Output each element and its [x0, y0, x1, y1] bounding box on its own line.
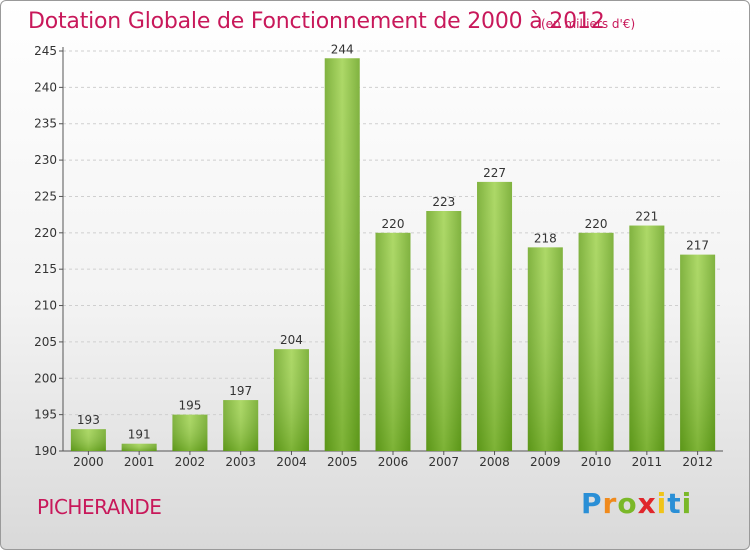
value-label: 204 — [280, 333, 303, 347]
value-label: 221 — [635, 210, 658, 224]
bar-2008 — [477, 181, 513, 451]
bar-shade — [172, 414, 208, 451]
x-tick-labels: 2000 2001 2002 2003 2004 2005 2006 2007 2008 2009… — [73, 455, 713, 469]
chart-title: Dotation Globale de Fonctionnement de 20… — [28, 9, 605, 34]
value-label: 195 — [178, 399, 201, 413]
y-tick-label: 195 — [34, 408, 57, 422]
x-tick-label: 2008 — [479, 455, 510, 469]
bar-2006 — [375, 232, 411, 451]
logo-letter: o — [617, 487, 638, 520]
y-tick-label: 205 — [34, 335, 57, 349]
y-tick-label: 220 — [34, 226, 57, 240]
x-tick-label: 2000 — [73, 455, 104, 469]
logo-letter: i — [681, 487, 693, 520]
x-tick-label: 2012 — [682, 455, 713, 469]
bar-shade — [375, 232, 411, 451]
bar-shade — [527, 247, 563, 451]
logo-letter: t — [667, 487, 682, 520]
bar-shade — [223, 400, 259, 451]
bar-2001 — [121, 443, 157, 451]
y-tick-label: 210 — [34, 299, 57, 313]
logo-letter: x — [637, 487, 657, 520]
x-tick-label: 2004 — [276, 455, 307, 469]
bar-2005 — [324, 58, 360, 451]
bar-shade — [629, 225, 665, 451]
logo-letter: P — [581, 487, 603, 520]
x-tick-label: 2006 — [378, 455, 409, 469]
bar-shade — [121, 443, 157, 451]
bar-2002 — [172, 414, 208, 451]
y-tick-label: 200 — [34, 371, 57, 385]
value-label: 220 — [382, 217, 405, 231]
bar-shade — [426, 211, 462, 451]
logo-letter: i — [656, 487, 668, 520]
bar-2012 — [680, 254, 716, 451]
bar-2009 — [527, 247, 563, 451]
bar-shade — [273, 349, 309, 451]
municipality-name: PICHERANDE — [37, 495, 162, 519]
value-labels: 193 191 195 197 204 244 220 223 227 218 220 221 217 — [77, 42, 709, 441]
y-tick-label: 225 — [34, 189, 57, 203]
value-label: 223 — [432, 195, 455, 209]
y-tick-label: 240 — [34, 80, 57, 94]
bar-2010 — [578, 232, 614, 451]
bar-shade — [680, 254, 716, 451]
x-tick-label: 2005 — [327, 455, 358, 469]
x-tick-label: 2010 — [581, 455, 612, 469]
proxiti-logo: Proxiti — [581, 487, 692, 520]
y-tick-label: 190 — [34, 444, 57, 458]
value-label: 244 — [331, 42, 354, 56]
y-tick-label: 230 — [34, 153, 57, 167]
x-tick-label: 2003 — [225, 455, 256, 469]
value-label: 227 — [483, 166, 506, 180]
bar-shade — [324, 58, 360, 451]
y-tick-label: 215 — [34, 262, 57, 276]
bar-2004 — [273, 349, 309, 451]
y-tick-labels: 190 195 200 205 210 215 220 225 230 235 240 245 — [34, 44, 57, 458]
x-tick-label: 2001 — [124, 455, 155, 469]
value-label: 217 — [686, 239, 709, 253]
chart-subtitle: (en milliers d'€) — [541, 17, 636, 31]
bar-shade — [477, 181, 513, 451]
bar-shade — [578, 232, 614, 451]
bar-2007 — [426, 211, 462, 451]
value-label: 193 — [77, 413, 100, 427]
logo-letter: r — [602, 487, 618, 520]
bar-shade — [70, 429, 106, 451]
x-tick-label: 2011 — [632, 455, 663, 469]
bar-2011 — [629, 225, 665, 451]
y-tick-label: 245 — [34, 44, 57, 58]
value-label: 191 — [128, 428, 151, 442]
x-tick-label: 2007 — [428, 455, 459, 469]
bar-2000 — [70, 429, 106, 451]
x-tick-label: 2002 — [175, 455, 206, 469]
y-tick-label: 235 — [34, 117, 57, 131]
value-label: 197 — [229, 384, 252, 398]
x-tick-label: 2009 — [530, 455, 561, 469]
bar-2003 — [223, 400, 259, 451]
value-label: 220 — [585, 217, 608, 231]
bars — [70, 58, 716, 451]
value-label: 218 — [534, 231, 557, 245]
